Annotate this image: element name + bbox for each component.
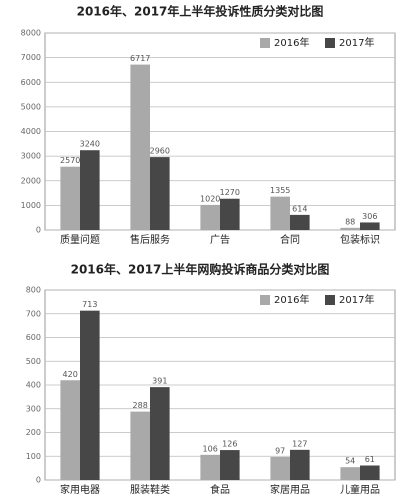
x-tick-label: 合同 xyxy=(280,233,300,246)
legend-label: 2017年 xyxy=(339,293,374,306)
value-label: 127 xyxy=(292,439,307,448)
legend-label: 2016年 xyxy=(274,36,309,49)
y-tick-label: 6000 xyxy=(21,78,41,87)
y-tick-label: 200 xyxy=(26,428,41,437)
value-label: 88 xyxy=(345,217,355,226)
bar xyxy=(150,157,170,230)
value-label: 2960 xyxy=(150,147,170,156)
bar xyxy=(360,222,380,230)
x-tick-label: 包装标识 xyxy=(340,233,380,246)
legend-label: 2017年 xyxy=(339,36,374,49)
bar xyxy=(220,198,240,230)
value-label: 97 xyxy=(275,446,285,455)
bar xyxy=(60,380,80,480)
bar xyxy=(60,166,80,230)
x-tick-label: 售后服务 xyxy=(130,233,170,246)
x-tick-label: 儿童用品 xyxy=(340,483,380,496)
value-label: 54 xyxy=(345,457,355,466)
bar xyxy=(130,64,150,230)
value-label: 1270 xyxy=(220,188,240,197)
x-tick-label: 家用电器 xyxy=(60,483,100,496)
legend-swatch xyxy=(260,38,270,48)
value-label: 391 xyxy=(152,377,167,386)
y-tick-label: 300 xyxy=(26,404,41,413)
chart-title: 2016年、2017年上半年投诉性质分类对比图 xyxy=(77,4,324,19)
value-label: 6717 xyxy=(130,54,150,63)
value-label: 106 xyxy=(203,444,218,453)
value-label: 614 xyxy=(292,204,307,213)
legend-swatch xyxy=(260,295,270,305)
y-tick-label: 800 xyxy=(26,286,41,295)
y-tick-label: 700 xyxy=(26,309,41,318)
value-label: 61 xyxy=(365,455,375,464)
y-tick-label: 0 xyxy=(36,226,41,235)
legend-swatch xyxy=(325,295,335,305)
value-label: 1020 xyxy=(200,194,220,203)
bar xyxy=(200,204,220,230)
y-tick-label: 3000 xyxy=(21,152,41,161)
bar xyxy=(80,310,100,480)
value-label: 1355 xyxy=(270,186,290,195)
bar xyxy=(200,454,220,480)
y-tick-label: 5000 xyxy=(21,102,41,111)
y-tick-label: 2000 xyxy=(21,176,41,185)
y-tick-label: 4000 xyxy=(21,127,41,136)
y-tick-label: 0 xyxy=(36,476,41,485)
bar xyxy=(220,450,240,480)
y-tick-label: 600 xyxy=(26,333,41,342)
x-tick-label: 质量问题 xyxy=(60,233,100,246)
y-tick-label: 7000 xyxy=(21,53,41,62)
x-tick-label: 食品 xyxy=(210,483,230,496)
value-label: 2570 xyxy=(60,156,80,165)
value-label: 713 xyxy=(82,300,97,309)
legend-swatch xyxy=(325,38,335,48)
chart-title: 2016年、2017上半年网购投诉商品分类对比图 xyxy=(71,262,330,277)
bar xyxy=(270,196,290,230)
y-tick-label: 400 xyxy=(26,381,41,390)
y-tick-label: 8000 xyxy=(21,29,41,38)
value-label: 420 xyxy=(63,370,78,379)
bar xyxy=(340,467,360,480)
bar xyxy=(360,465,380,480)
bar xyxy=(80,150,100,230)
legend-label: 2016年 xyxy=(274,293,309,306)
bar xyxy=(270,456,290,480)
bar xyxy=(340,227,360,230)
value-label: 3240 xyxy=(80,140,100,149)
x-tick-label: 服装鞋类 xyxy=(130,483,170,496)
x-tick-label: 广告 xyxy=(210,233,230,246)
value-label: 288 xyxy=(133,401,148,410)
bar xyxy=(290,449,310,480)
bar xyxy=(150,387,170,480)
y-tick-label: 500 xyxy=(26,357,41,366)
value-label: 306 xyxy=(362,212,377,221)
x-tick-label: 家居用品 xyxy=(270,483,310,496)
y-tick-label: 100 xyxy=(26,452,41,461)
y-tick-label: 1000 xyxy=(21,201,41,210)
value-label: 126 xyxy=(222,440,237,449)
bar xyxy=(130,411,150,480)
bar xyxy=(290,214,310,230)
